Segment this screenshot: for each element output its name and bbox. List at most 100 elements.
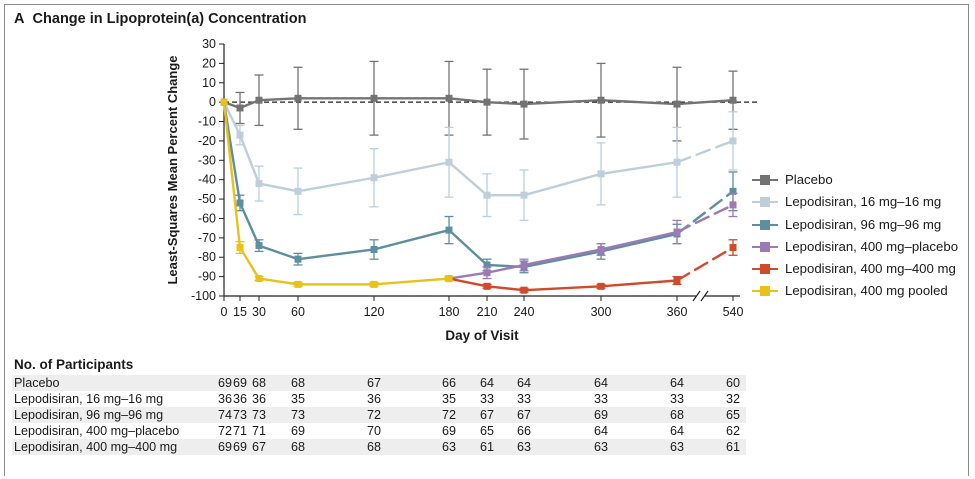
data-point	[294, 280, 302, 288]
participants-cell: 33	[669, 392, 685, 406]
series-line-segment	[599, 161, 679, 176]
participants-cell: 63	[516, 440, 532, 454]
data-point	[294, 94, 302, 102]
participants-cell: 61	[725, 440, 741, 454]
series-line-segment	[522, 250, 603, 269]
x-tick-label: 210	[477, 305, 498, 319]
data-point	[483, 98, 491, 106]
x-tick-label: 300	[591, 305, 612, 319]
data-point	[520, 261, 528, 269]
series-line-segment	[522, 172, 603, 197]
participants-cell: 33	[516, 392, 532, 406]
participants-cell: 67	[479, 408, 495, 422]
participants-cell: 65	[479, 424, 495, 438]
data-point	[445, 158, 453, 166]
x-tick-label: 360	[667, 305, 688, 319]
participants-cell: 64	[669, 424, 685, 438]
series-line-segment	[485, 100, 526, 106]
y-tick-label: -50	[198, 192, 216, 206]
participants-cell: 66	[441, 376, 457, 390]
series-3	[444, 192, 738, 283]
participants-cell: 33	[593, 392, 609, 406]
series-line-segment	[447, 277, 489, 288]
participants-title: No. of Participants	[14, 357, 134, 372]
series-line-segment	[238, 201, 261, 247]
legend-swatch	[752, 219, 778, 230]
participants-cell: 69	[232, 376, 248, 390]
participants-cell: 63	[441, 440, 457, 454]
legend-swatch	[752, 175, 778, 185]
participants-cell: 68	[251, 376, 267, 390]
participants-cell: 64	[669, 376, 685, 390]
series-line-segment	[222, 100, 242, 137]
series-line-segment	[447, 161, 489, 197]
participants-cell: 72	[217, 424, 233, 438]
data-point	[255, 96, 263, 104]
participants-cell: 69	[217, 376, 233, 390]
y-tick-label: 20	[202, 56, 216, 70]
data-point	[445, 226, 453, 234]
series-line-segment	[485, 285, 526, 292]
data-point	[520, 191, 528, 199]
series-line-segment	[522, 285, 603, 292]
participants-cell: 70	[366, 424, 382, 438]
panel-title-text: Change in Lipoprotein(a) Concentration	[32, 11, 307, 27]
y-tick-label: -80	[198, 250, 216, 264]
data-point	[255, 180, 263, 188]
series-line-segment	[296, 248, 376, 261]
data-point	[483, 282, 491, 290]
series-line-segment	[447, 97, 489, 104]
participants-row: Lepodisiran, 96 mg–96 mg 74 73 73 73 72 72 67 67…	[12, 407, 746, 423]
data-point	[729, 201, 737, 209]
participants-row-label: Lepodisiran, 400 mg–400 mg	[14, 440, 178, 454]
series-line-segment	[522, 248, 603, 267]
y-axis-label: Least-Squares Mean Percent Change	[165, 55, 180, 284]
series-line-segment	[675, 139, 735, 164]
data-point	[483, 261, 491, 269]
data-point	[294, 187, 302, 195]
participants-row-label: Lepodisiran, 400 mg–placebo	[14, 424, 180, 438]
data-point	[236, 104, 244, 112]
data-point	[370, 94, 378, 102]
data-point	[729, 137, 737, 145]
series-line-segment	[222, 100, 242, 249]
legend-label: Lepodisiran, 400 mg–placebo	[785, 238, 959, 254]
data-point	[236, 131, 244, 139]
participants-cell: 64	[516, 376, 532, 390]
y-tick-label: -90	[198, 270, 216, 284]
participants-row-label: Placebo	[14, 376, 60, 390]
participants-cell: 65	[725, 408, 741, 422]
series-line-segment	[599, 232, 679, 253]
series-line-segment	[675, 99, 735, 106]
data-point	[520, 286, 528, 294]
series-line-segment	[675, 203, 735, 234]
participants-cell: 68	[290, 376, 306, 390]
x-tick-label: 540	[723, 305, 744, 319]
participants-cell: 73	[290, 408, 306, 422]
participants-cell: 36	[217, 392, 233, 406]
series-line-segment	[257, 277, 300, 286]
participants-cell: 67	[516, 408, 532, 422]
participants-cell: 35	[441, 392, 457, 406]
participants-cell: 36	[251, 392, 267, 406]
series-line-segment	[599, 99, 679, 106]
panel-title: A Change in Lipoprotein(a) Concentration	[14, 11, 306, 27]
data-point	[729, 244, 737, 252]
data-point	[294, 255, 302, 263]
data-point	[370, 280, 378, 288]
x-tick-label: 120	[364, 305, 385, 319]
participants-cell: 69	[593, 408, 609, 422]
data-point	[729, 187, 737, 195]
series-line-segment	[447, 228, 489, 267]
participants-cell: 68	[366, 440, 382, 454]
legend-swatch	[752, 286, 778, 297]
participants-row-label: Lepodisiran, 96 mg–96 mg	[14, 408, 164, 422]
data-point	[483, 191, 491, 199]
series-line-segment	[372, 228, 451, 251]
data-point	[255, 275, 263, 283]
participants-cell: 71	[232, 424, 248, 438]
series-line-segment	[522, 99, 603, 106]
participants-cell: 33	[479, 392, 495, 406]
data-point	[729, 96, 737, 104]
legend-label: Lepodisiran, 16 mg–16 mg	[785, 194, 942, 210]
